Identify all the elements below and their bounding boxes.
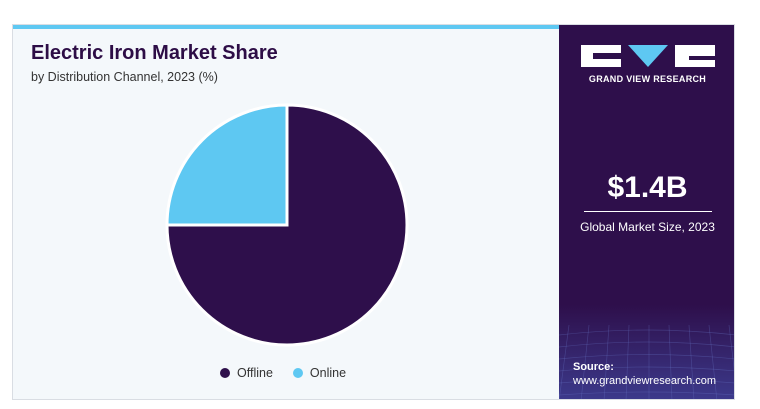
chart-legend: Offline Online — [220, 366, 346, 380]
source-label: Source: — [573, 361, 614, 373]
source-url[interactable]: www.grandviewresearch.com — [573, 375, 717, 387]
legend-label-offline: Offline — [237, 366, 273, 380]
legend-item-online: Online — [292, 366, 347, 380]
pie-slice-online — [165, 103, 289, 227]
legend-item-offline: Offline — [220, 366, 273, 380]
accent-bar — [13, 25, 559, 29]
market-size-label: Global Market Size, 2023 — [580, 220, 715, 234]
legend-swatch-online — [292, 368, 303, 378]
market-size-value: $1.4B — [607, 171, 688, 204]
chart-title: Electric Iron Market Share — [31, 42, 278, 64]
legend-swatch-offline — [220, 368, 230, 378]
chart-card: Electric Iron Market Share by Distributi… — [12, 24, 735, 400]
market-divider — [584, 211, 712, 212]
legend-label-online: Online — [309, 366, 347, 380]
gvr-logo-icon — [581, 45, 715, 67]
pie-chart — [165, 103, 409, 347]
chart-subtitle: by Distribution Channel, 2023 (%) — [31, 70, 218, 84]
pie-slice-offline — [165, 103, 409, 347]
decorative-grid-graphic — [559, 305, 734, 399]
info-sidebar: GRAND VIEW RESEARCH $1.4B Global Market … — [559, 25, 734, 399]
chart-panel: Electric Iron Market Share by Distributi… — [13, 25, 559, 399]
brand-name: GRAND VIEW RESEARCH — [588, 74, 707, 84]
